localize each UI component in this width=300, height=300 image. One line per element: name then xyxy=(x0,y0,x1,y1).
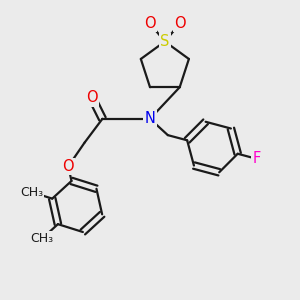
Text: CH₃: CH₃ xyxy=(20,186,44,199)
Text: O: O xyxy=(86,91,98,106)
Text: O: O xyxy=(144,16,156,31)
Text: O: O xyxy=(62,159,74,174)
Text: S: S xyxy=(160,34,170,49)
Text: O: O xyxy=(174,16,185,31)
Text: N: N xyxy=(145,111,155,126)
Text: CH₃: CH₃ xyxy=(31,232,54,245)
Text: F: F xyxy=(252,151,260,166)
